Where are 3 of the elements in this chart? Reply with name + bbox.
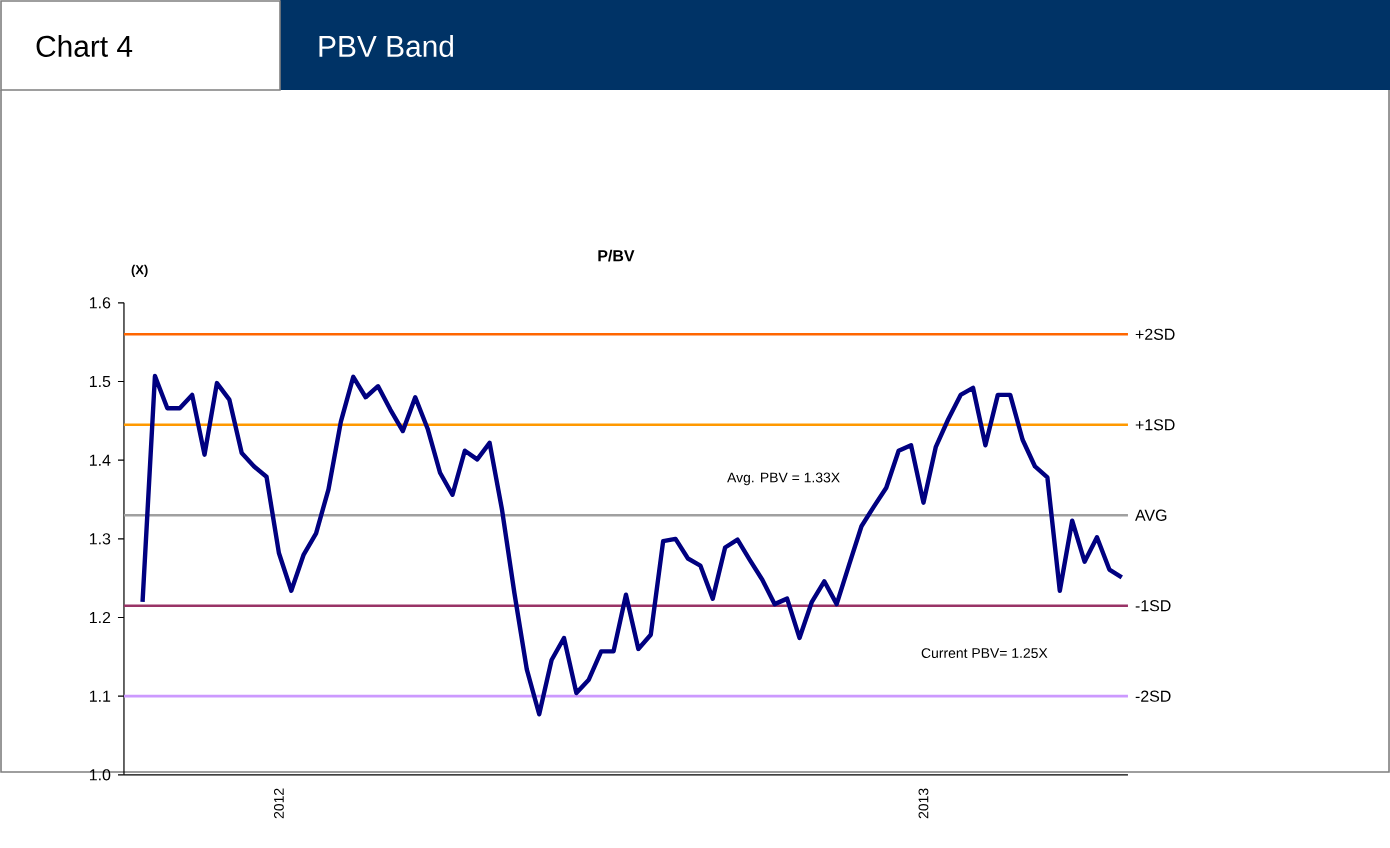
line-series xyxy=(140,373,1124,717)
caption: Chart 4 xyxy=(36,35,133,57)
chart-title: PBV Band xyxy=(319,35,453,57)
